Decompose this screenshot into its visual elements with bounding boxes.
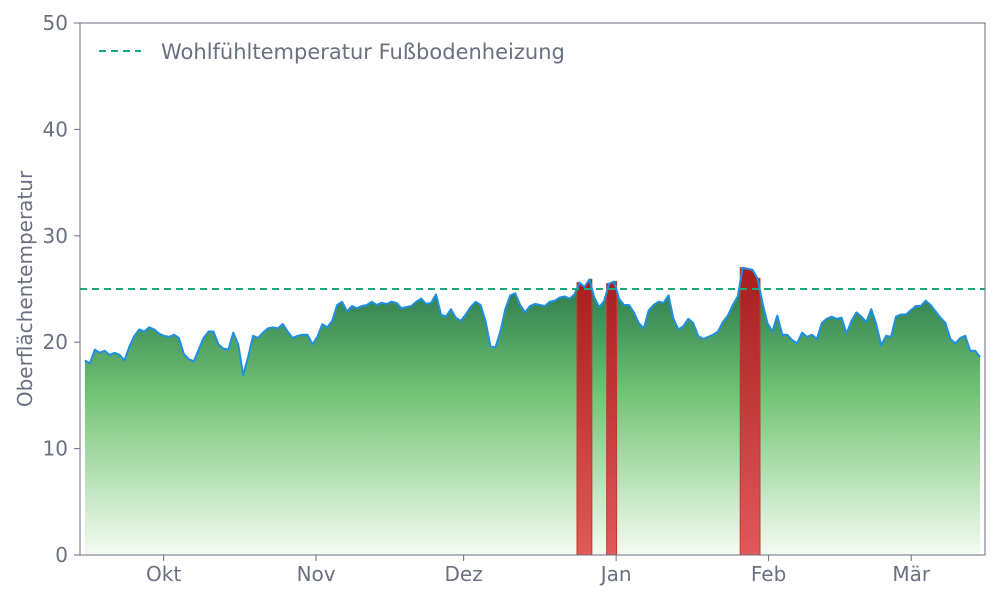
x-tick-label: Okt [146, 562, 181, 586]
y-axis-label: Oberflächentemperatur [13, 170, 37, 407]
y-tick-label: 0 [55, 543, 68, 567]
plot-area [80, 266, 985, 555]
temperature-area [84, 267, 981, 555]
legend: Wohlfühltemperatur Fußbodenheizung [99, 40, 565, 64]
x-tick-label: Dez [445, 562, 483, 586]
x-tick-label: Nov [297, 562, 336, 586]
x-tick-label: Feb [751, 562, 786, 586]
temperature-line [84, 266, 981, 377]
x-tick-label: Jan [599, 562, 632, 586]
y-tick-label: 40 [43, 117, 68, 141]
x-tick-label: Mär [892, 562, 931, 586]
y-axis: 0 10 20 30 40 50 [43, 11, 80, 567]
legend-threshold-label: Wohlfühltemperatur Fußbodenheizung [161, 40, 565, 64]
y-tick-label: 50 [43, 11, 68, 35]
y-tick-label: 20 [43, 330, 68, 354]
above-threshold-area [576, 278, 593, 555]
plot-frame [79, 22, 986, 556]
x-axis: Okt Nov Dez Jan Feb Mär [146, 555, 931, 586]
y-tick-label: 30 [43, 224, 68, 248]
above-threshold-area [606, 281, 618, 555]
above-threshold-area [739, 267, 761, 555]
y-tick-label: 10 [43, 437, 68, 461]
